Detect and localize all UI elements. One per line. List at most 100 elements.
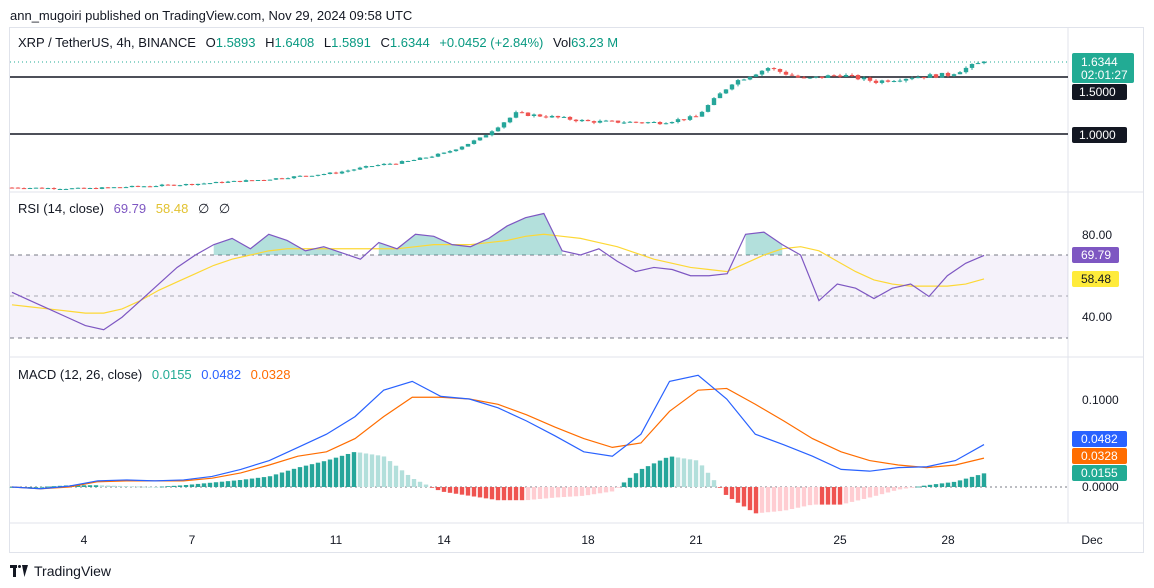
macd-hist-bar: [897, 487, 903, 490]
macd-hist-bar: [753, 487, 759, 514]
candle-body: [21, 188, 27, 190]
macd-hist-bar: [45, 486, 51, 488]
macd-hist-bar: [651, 463, 657, 487]
macd-hist-bar: [951, 481, 957, 487]
candle-body: [447, 151, 453, 153]
candle-body: [657, 122, 663, 125]
macd-hist-bar: [837, 487, 843, 505]
candle-body: [783, 71, 789, 75]
candle-body: [813, 76, 819, 78]
candle-body: [279, 178, 285, 180]
rsi-overbought-fill: [745, 232, 783, 255]
macd-axis[interactable]: 0.1000 0.0000 0.0482 0.0328 0.0155: [1072, 393, 1127, 494]
macd-hist-bar: [663, 457, 669, 487]
close-label: C: [381, 35, 390, 50]
rsi-value-badge-text: 69.79: [1081, 248, 1111, 262]
last-price-text: 1.6344: [1081, 55, 1118, 69]
macd-hist-bar: [747, 487, 753, 511]
symbol-legend[interactable]: XRP / TetherUS, 4h, BINANCE O1.5893 H1.6…: [18, 35, 618, 50]
candle-body: [603, 120, 609, 122]
candle-body: [489, 131, 495, 136]
candle-body: [51, 188, 57, 190]
candle-body: [39, 187, 45, 189]
candle-body: [345, 170, 351, 172]
rsi-tick-40: 40.00: [1082, 310, 1112, 324]
candle-body: [627, 121, 633, 123]
footer: TradingView: [10, 563, 111, 579]
low-label: L: [324, 35, 331, 50]
macd-hist-bar: [369, 454, 375, 487]
open-value: 1.5893: [216, 35, 256, 50]
high-value: 1.6408: [275, 35, 315, 50]
candle-body: [207, 183, 213, 185]
time-tick: 4: [81, 533, 88, 547]
rsi-legend-extra-1: ∅: [198, 201, 209, 216]
macd-pane[interactable]: [9, 374, 1068, 514]
macd-hist-bar: [933, 484, 939, 487]
candle-body: [795, 75, 801, 78]
macd-value-badge: [1072, 431, 1127, 447]
candle-body: [771, 68, 777, 70]
candle-body: [909, 78, 915, 80]
macd-hist-bar: [633, 473, 639, 487]
rsi-pane[interactable]: [10, 212, 1068, 339]
candle-body: [819, 76, 825, 78]
rsi-tick-80: 80.00: [1082, 228, 1112, 242]
candle-body: [273, 178, 279, 180]
candle-body: [99, 187, 105, 189]
candle-body: [189, 184, 195, 186]
macd-legend-label: MACD (12, 26, close): [18, 367, 142, 382]
candle-body: [975, 63, 981, 65]
macd-hist-bar: [423, 484, 429, 487]
macd-hist-bar: [99, 485, 105, 487]
macd-hist-bar: [399, 470, 405, 487]
macd-hist-bar: [591, 487, 597, 495]
candle-body: [309, 175, 315, 177]
macd-legend[interactable]: MACD (12, 26, close) 0.0155 0.0482 0.032…: [18, 367, 290, 382]
macd-histogram: [9, 452, 987, 514]
candle-body: [333, 172, 339, 174]
candle-body: [609, 120, 615, 122]
macd-signal-legend-value: 0.0328: [251, 367, 291, 382]
macd-hist-bar: [813, 487, 819, 505]
price-axis[interactable]: 1.6344 02:01:27 1.5000 1.0000: [1072, 53, 1134, 143]
candle-body: [87, 188, 93, 190]
macd-hist-bar: [741, 487, 747, 507]
macd-hist-bar: [237, 480, 243, 487]
price-pane[interactable]: [9, 60, 1068, 190]
candle-body: [249, 180, 255, 182]
candle-body: [417, 157, 423, 160]
time-tick: 11: [330, 533, 343, 547]
volume-value: 63.23 M: [571, 35, 618, 50]
macd-hist-badge: [1072, 465, 1127, 481]
candle-body: [663, 123, 669, 125]
macd-hist-bar: [135, 486, 141, 488]
candle-body: [357, 167, 363, 170]
rsi-legend[interactable]: RSI (14, close) 69.79 58.48 ∅ ∅: [18, 201, 230, 216]
time-axis[interactable]: 4 7 11 14 18 21 25 28 Dec: [81, 533, 1103, 547]
macd-hist-bar: [549, 487, 555, 498]
macd-hist-bar: [375, 455, 381, 487]
candle-body: [69, 188, 75, 190]
macd-hist-bar: [531, 487, 537, 500]
macd-hist-bar: [39, 486, 45, 488]
macd-hist-bar: [165, 486, 171, 487]
candle-body: [615, 120, 621, 123]
macd-hist-bar: [393, 465, 399, 487]
macd-hist-bar: [261, 477, 267, 487]
candle-body: [789, 74, 795, 76]
candle-body: [735, 80, 741, 85]
candle-body: [705, 105, 711, 112]
rsi-axis[interactable]: 80.00 40.00 69.79 58.48: [1072, 228, 1119, 324]
candle-body: [723, 89, 729, 94]
candle-body: [711, 98, 717, 106]
candle-body: [75, 187, 81, 189]
macd-hist-bar: [783, 487, 789, 511]
macd-hist-bar: [849, 487, 855, 502]
candle-body: [111, 187, 117, 189]
macd-hist-bar: [957, 480, 963, 487]
candle-body: [753, 74, 759, 77]
candle-body: [483, 135, 489, 138]
macd-hist-bar: [927, 484, 933, 487]
